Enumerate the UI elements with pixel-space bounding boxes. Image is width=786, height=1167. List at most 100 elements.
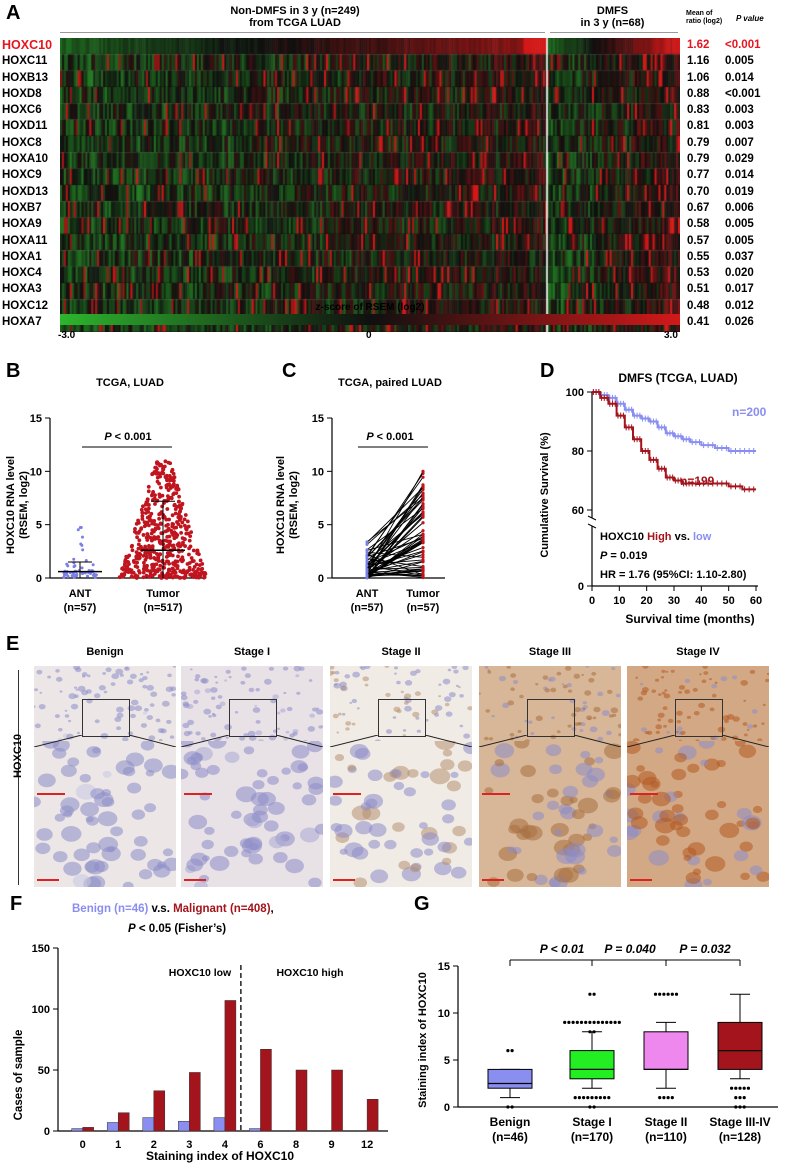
cell-nucleus <box>155 718 161 723</box>
cell-nucleus <box>254 704 258 707</box>
cell-nucleus <box>488 737 494 741</box>
cell-nucleus <box>434 705 443 711</box>
outlier-dot <box>605 1020 609 1024</box>
cell-nucleus <box>73 848 90 862</box>
cell-nucleus <box>166 719 172 725</box>
cell-nucleus <box>414 691 421 696</box>
cell-nucleus <box>286 706 293 712</box>
cell-nucleus <box>230 810 242 819</box>
cell-nucleus <box>337 712 342 716</box>
tumor-dot <box>167 534 172 539</box>
cell-nucleus <box>272 694 279 700</box>
cell-nucleus <box>142 711 148 715</box>
cell-nucleus <box>745 817 761 829</box>
cell-nucleus <box>68 693 77 700</box>
bar-benign <box>213 1117 226 1132</box>
tumor-dot <box>146 509 151 514</box>
cell-nucleus <box>452 825 466 837</box>
y-tick-label: 5 <box>318 520 324 532</box>
panel-c-chart: TCGA, paired LUAD HOXC10 RNA level (RSEM… <box>275 377 445 614</box>
gene-label: HOXC6 <box>2 104 42 117</box>
panel-b-group-tumor: Tumor <box>146 588 180 600</box>
cell-nucleus <box>451 666 458 669</box>
cell-nucleus <box>349 701 353 704</box>
cell-nucleus <box>282 666 289 671</box>
tumor-point <box>421 553 425 557</box>
tumor-dot <box>141 504 145 509</box>
cell-nucleus <box>692 868 702 875</box>
bar-malignant <box>366 1099 379 1132</box>
cell-nucleus <box>114 716 122 723</box>
y-tick-label: 5 <box>36 520 42 532</box>
cell-nucleus <box>55 669 60 673</box>
cell-nucleus <box>714 681 718 684</box>
gene-label: HOXA9 <box>2 218 42 231</box>
y-tick-label: 15 <box>30 413 42 425</box>
tumor-dot <box>188 544 193 549</box>
tumor-dot <box>202 575 207 580</box>
pair-line <box>366 471 424 570</box>
panel-c-pval-prefix: P <box>366 431 374 443</box>
cell-nucleus <box>455 684 459 688</box>
nondmfs-bracket <box>60 32 545 33</box>
outlier-dot <box>510 1049 514 1053</box>
cell-nucleus <box>297 763 309 772</box>
cell-nucleus <box>349 743 369 759</box>
cell-nucleus <box>330 775 343 788</box>
panel-d-title: DMFS (TCGA, LUAD) <box>618 371 737 385</box>
cell-nucleus <box>255 730 263 736</box>
outlier-dot <box>738 1105 742 1109</box>
cell-nucleus <box>491 714 495 718</box>
cell-nucleus <box>239 736 246 741</box>
outlier-dot <box>662 1096 666 1100</box>
tumor-dot <box>158 521 163 526</box>
scale-bar <box>482 793 510 795</box>
cell-nucleus <box>404 680 413 686</box>
tumor-dot <box>153 526 158 531</box>
cell-nucleus <box>130 713 136 719</box>
cell-nucleus <box>248 853 263 865</box>
outlier-dot <box>567 1020 571 1024</box>
cell-nucleus <box>542 675 549 680</box>
tumor-dot <box>153 572 157 576</box>
ihc-column-header: Stage IV <box>676 646 720 658</box>
zoom-lines <box>627 735 769 747</box>
cell-nucleus <box>116 712 124 719</box>
zoom-line-left <box>627 735 676 747</box>
tumor-point <box>421 475 425 479</box>
cell-nucleus <box>292 782 302 790</box>
cell-nucleus <box>194 677 200 682</box>
panel-d-legend-low: low <box>693 531 712 543</box>
cell-nucleus <box>655 730 660 734</box>
panel-d-pvalue-text: = 0.019 <box>607 550 647 562</box>
tumor-dot <box>170 566 175 571</box>
scale-bar <box>37 879 59 881</box>
tumor-dot <box>175 533 180 537</box>
cell-nucleus <box>94 719 100 724</box>
cell-nucleus <box>241 838 263 854</box>
cell-nucleus <box>355 821 373 835</box>
cell-nucleus <box>333 683 338 686</box>
box <box>717 1021 763 1070</box>
tumor-dot <box>166 497 171 502</box>
pair-line <box>366 516 424 577</box>
tumor-dot <box>185 562 190 566</box>
cell-nucleus <box>567 689 573 693</box>
ratio-value: 0.79 <box>687 136 710 149</box>
cell-nucleus <box>443 696 452 702</box>
cell-nucleus <box>764 678 769 683</box>
pvalue-value: 0.007 <box>725 136 754 149</box>
tumor-dot <box>124 559 129 564</box>
cell-nucleus <box>524 719 528 723</box>
tumor-dot <box>168 573 173 577</box>
bar-malignant <box>295 1069 308 1132</box>
bar-benign <box>249 1128 261 1132</box>
cell-nucleus <box>86 875 106 887</box>
cell-nucleus <box>606 730 612 736</box>
cell-nucleus <box>605 786 621 799</box>
cell-nucleus <box>577 797 599 814</box>
scale-bar <box>184 879 206 881</box>
outlier-dot <box>506 1049 510 1053</box>
cell-nucleus <box>247 730 256 737</box>
nondmfs-header: Non-DMFS in 3 y (n=249) from TCGA LUAD <box>160 5 430 29</box>
